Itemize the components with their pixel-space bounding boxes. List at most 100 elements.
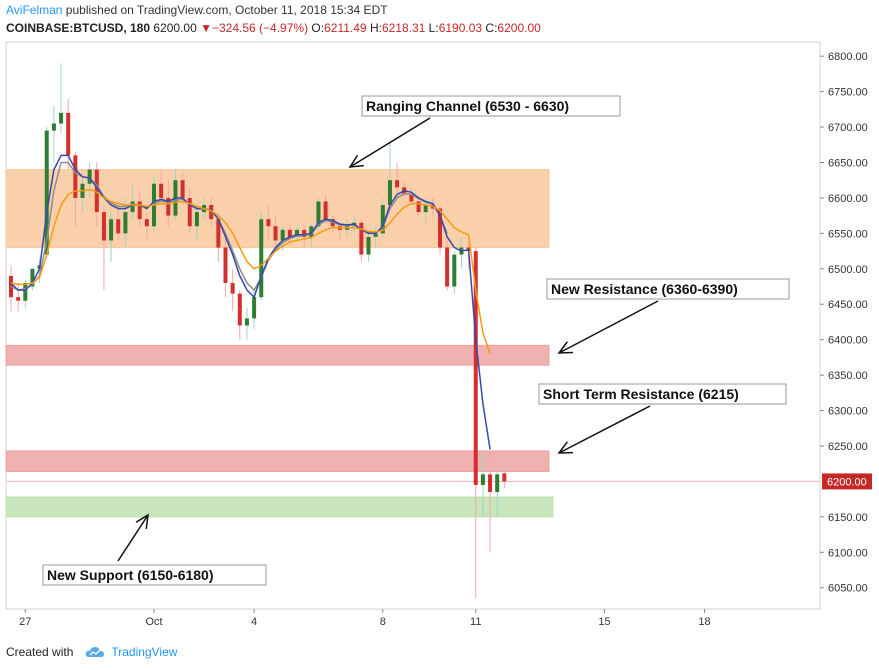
candle-body (116, 219, 121, 234)
annotation-arrowhead (348, 154, 365, 168)
candle-body (166, 197, 171, 216)
btc-price-chart[interactable]: 6800.00 6750.00 6700.00 6650.00 6600.00 6550.… (0, 0, 879, 640)
low-label: L: (428, 21, 439, 35)
candle-body (309, 226, 314, 237)
candle-body (473, 251, 478, 485)
candle-body (66, 112, 71, 156)
y-tick-label: 6750.00 (828, 87, 868, 99)
x-tick-label: 11 (470, 616, 481, 628)
candle (273, 215, 278, 248)
candle-body (259, 219, 264, 298)
candle-body (416, 201, 421, 213)
candle-body (51, 123, 56, 131)
candles-layer (9, 63, 507, 599)
candle (187, 187, 192, 234)
high-label: H: (369, 21, 382, 35)
candle (194, 205, 199, 241)
candle (137, 190, 142, 227)
candle-body (223, 247, 228, 283)
candle-body (59, 112, 64, 124)
candle-body (488, 474, 493, 493)
candle-body (387, 180, 392, 206)
y-tick-label: 6650.00 (828, 157, 868, 169)
zone-new-support (5, 496, 554, 518)
candle-body (216, 219, 221, 248)
candle-body (445, 247, 450, 287)
candle-body (230, 282, 235, 294)
y-tick-label: 6700.00 (828, 122, 868, 134)
close-label: C: (485, 21, 498, 35)
candle-body (323, 201, 328, 220)
open-label: O: (311, 21, 325, 35)
candle (259, 212, 264, 301)
tradingview-link[interactable]: TradingView (79, 645, 177, 659)
candle-body (273, 226, 278, 241)
candle (395, 162, 400, 195)
change-down-icon: ▼ (200, 21, 212, 35)
candle (66, 98, 71, 170)
annotations-layer: Ranging Channel (6530 - 6630) New Resista… (42, 95, 790, 586)
zone-short-term-resistance (5, 450, 550, 473)
candle (488, 460, 493, 553)
candle (144, 212, 149, 241)
candle (502, 468, 507, 489)
x-tick-label: 15 (598, 616, 610, 628)
author-link[interactable]: AviFelman (6, 3, 63, 17)
tradingview-brand: TradingView (111, 645, 178, 659)
candle (373, 226, 378, 248)
y-tick-label: 6250.00 (828, 441, 868, 453)
y-tick-label: 6500.00 (828, 264, 868, 276)
candle-body (359, 222, 364, 255)
annotation-arrowhead (135, 513, 149, 529)
y-axis: 6800.00 6750.00 6700.00 6650.00 6600.00 6550.… (820, 51, 872, 595)
candle-body (237, 293, 242, 326)
low-value: 6190.03 (438, 21, 483, 35)
published-text: published on TradingView.com, October 11… (62, 3, 388, 17)
candle-body (495, 474, 500, 493)
candle-body (287, 229, 292, 237)
candle (101, 205, 106, 291)
annotation-arrowhead (557, 441, 574, 454)
candle-body (87, 169, 92, 184)
candle-body (144, 219, 149, 227)
y-tick-label: 6150.00 (828, 512, 868, 524)
candle-body (266, 219, 271, 227)
candle-body (159, 183, 164, 198)
candle (445, 236, 450, 291)
symbol-label: COINBASE:BTCUSD, 180 (6, 21, 151, 35)
candle-body (395, 180, 400, 188)
candle (416, 197, 421, 216)
candle (359, 219, 364, 262)
zone-new-resistance (5, 344, 550, 366)
candle-body (187, 197, 192, 227)
x-axis: 27 Oct 4 8 11 15 18 (19, 609, 711, 628)
y-tick-label: 6550.00 (828, 228, 868, 240)
high-value: 6218.31 (381, 21, 426, 35)
y-tick-label: 6100.00 (828, 547, 868, 559)
tradingview-cloud-icon (86, 647, 105, 657)
candle (480, 453, 485, 517)
candle (94, 162, 99, 227)
candle (287, 222, 292, 244)
candle-body (123, 212, 128, 234)
annotation-arrow (117, 514, 149, 562)
plot-area (5, 41, 821, 610)
annotation-ranging-channel: Ranging Channel (6530 - 6630) (348, 95, 621, 168)
candle-body (502, 473, 507, 482)
candle-body (366, 236, 371, 255)
candle (59, 63, 64, 135)
moving-averages-layer (10, 154, 491, 450)
candle (295, 226, 299, 241)
annotation-arrow (558, 300, 659, 354)
candle-body (101, 212, 106, 241)
candle (237, 290, 242, 340)
candle-body (316, 201, 321, 227)
candle (366, 233, 371, 262)
annotation-text: Ranging Channel (6530 - 6630) (366, 98, 569, 114)
created-with-text: Created with (6, 645, 74, 659)
x-tick-label: 4 (251, 616, 257, 628)
candle-body (130, 201, 135, 213)
publish-line: AviFelman published on TradingView.com, … (6, 3, 388, 17)
annotation-arrowhead (557, 341, 574, 354)
candle (16, 282, 21, 312)
